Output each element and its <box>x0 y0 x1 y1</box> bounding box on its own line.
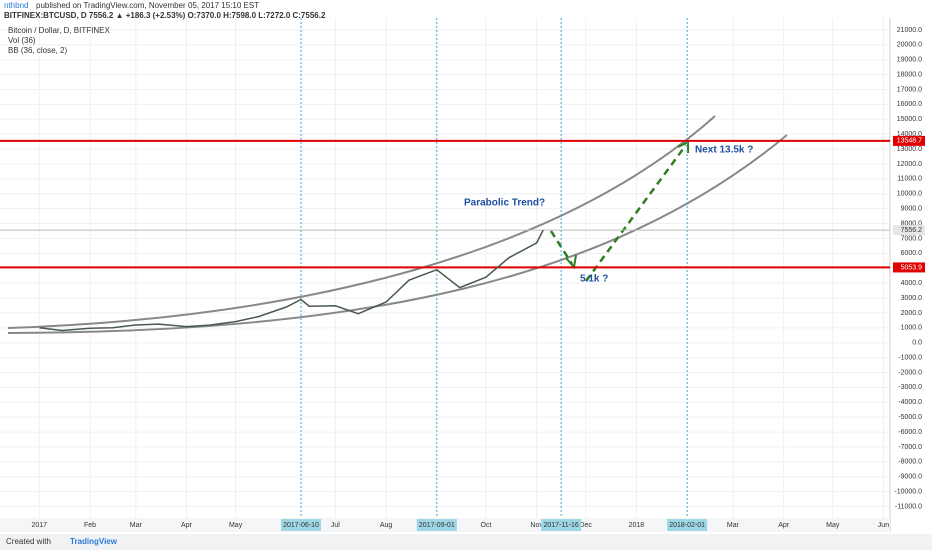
y-tick-label: 9000.0 <box>901 205 923 212</box>
x-tick-label: Apr <box>778 522 790 529</box>
x-tick-label: Nov <box>530 522 543 529</box>
grid <box>0 18 890 518</box>
y-tick-label: -1000.0 <box>898 354 922 361</box>
x-tick-label: Jun <box>878 522 889 529</box>
level-label-bg <box>893 262 925 273</box>
y-tick-label: -8000.0 <box>898 459 922 466</box>
marker-label-bg <box>667 519 708 531</box>
x-tick-label: Jul <box>331 522 340 529</box>
published: published on TradingView.com, November 0… <box>36 1 259 10</box>
marker-label-bg <box>541 519 582 531</box>
y-tick-label: -11000.0 <box>895 503 922 510</box>
footer-brand[interactable]: TradingView <box>70 537 118 546</box>
y-tick-label: 16000.0 <box>897 101 922 108</box>
y-tick-label: -3000.0 <box>898 384 922 391</box>
x-tick-label: Mar <box>727 522 740 529</box>
y-tick-label: 0.0 <box>912 340 922 347</box>
y-tick-label: 15000.0 <box>897 116 922 123</box>
x-tick-label: 2018 <box>629 522 645 529</box>
y-tick-label: 11000.0 <box>897 176 922 183</box>
y-tick-label: -7000.0 <box>898 444 922 451</box>
y-tick-label: -10000.0 <box>894 489 922 496</box>
footer-bar <box>0 534 932 550</box>
y-tick-label: 13000.0 <box>897 146 922 153</box>
y-tick-label: -6000.0 <box>898 429 922 436</box>
arrow-head <box>677 140 689 153</box>
y-tick-label: 1000.0 <box>901 325 923 332</box>
x-tick-label: Aug <box>380 522 393 529</box>
upper-trend-curve <box>7 115 716 329</box>
level-label-bg <box>893 135 925 146</box>
quote: BITFINEX:BTCUSD, D 7556.2 ▲ +186.3 (+2.5… <box>4 11 326 20</box>
y-tick-label: 3000.0 <box>901 295 923 302</box>
legend: Bitcoin / Dollar, D, BITFINEX <box>8 26 110 35</box>
y-tick-label: 21000.0 <box>897 27 922 34</box>
x-tick-label: Apr <box>181 522 193 529</box>
y-tick-label: -9000.0 <box>898 474 922 481</box>
y-tick-label: 6000.0 <box>901 250 923 257</box>
level-label: 13548.7 <box>897 138 922 145</box>
y-tick-label: 18000.0 <box>897 71 922 78</box>
y-tick-label: -2000.0 <box>898 369 922 376</box>
legend: Vol (36) <box>8 36 36 45</box>
x-tick-label: Mar <box>130 522 143 529</box>
last-price-label: 7556.2 <box>901 227 923 234</box>
x-tick-label: Feb <box>84 522 96 529</box>
annotation: Parabolic Trend? <box>464 198 545 209</box>
x-tick-label: Dec <box>579 522 592 529</box>
x-tick-label: Oct <box>480 522 491 529</box>
y-tick-label: 7000.0 <box>901 235 923 242</box>
last-price-bg <box>893 225 925 236</box>
marker-label: 2017-11-16 <box>544 522 579 529</box>
y-tick-label: 10000.0 <box>897 191 922 198</box>
x-tick-label: May <box>229 522 243 529</box>
y-tick-label: 20000.0 <box>897 42 922 49</box>
publisher[interactable]: nthbnd <box>4 1 28 10</box>
marker-label-bg <box>416 519 457 531</box>
y-tick-label: 19000.0 <box>897 57 922 64</box>
marker-label-bg <box>281 519 322 531</box>
annotation: Next 13.5k ? <box>695 145 753 156</box>
marker-label: 2017-06-10 <box>283 522 319 529</box>
arrow-down <box>549 230 574 265</box>
level-label: 5053.9 <box>901 264 923 271</box>
y-tick-label: 14000.0 <box>897 131 922 138</box>
x-tick-label: 2017 <box>31 522 47 529</box>
lower-trend-curve <box>7 134 788 334</box>
x-tick-label: May <box>826 522 840 529</box>
y-tick-label: 12000.0 <box>897 161 922 168</box>
y-tick-label: 4000.0 <box>901 280 923 287</box>
annotation: 5.1k ? <box>580 274 608 285</box>
y-tick-label: 17000.0 <box>897 86 922 93</box>
y-tick-label: -5000.0 <box>898 414 922 421</box>
y-tick-label: 8000.0 <box>901 220 923 227</box>
y-tick-label: 2000.0 <box>901 310 923 317</box>
legend: BB (36, close, 2) <box>8 46 67 55</box>
marker-label: 2017-09-01 <box>419 522 455 529</box>
price-line <box>39 229 544 332</box>
y-tick-label: -4000.0 <box>898 399 922 406</box>
arrow-up <box>584 144 688 282</box>
footer-text: Created with <box>6 537 51 546</box>
marker-label: 2018-02-01 <box>669 522 705 529</box>
